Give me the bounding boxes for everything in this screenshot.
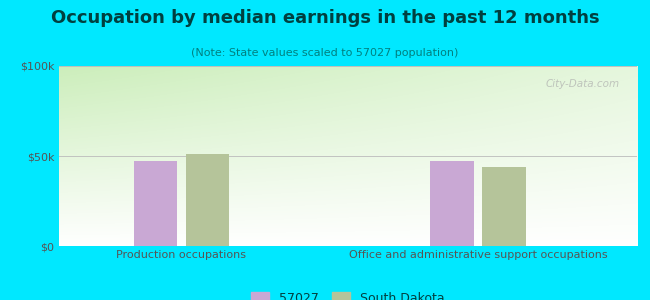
Bar xyxy=(186,154,229,246)
Bar xyxy=(134,161,177,246)
Bar xyxy=(430,160,474,246)
Text: (Note: State values scaled to 57027 population): (Note: State values scaled to 57027 popu… xyxy=(191,48,459,58)
Bar xyxy=(482,167,526,246)
Legend: 57027, South Dakota: 57027, South Dakota xyxy=(250,292,445,300)
Text: Occupation by median earnings in the past 12 months: Occupation by median earnings in the pas… xyxy=(51,9,599,27)
Text: City-Data.com: City-Data.com xyxy=(545,79,619,88)
